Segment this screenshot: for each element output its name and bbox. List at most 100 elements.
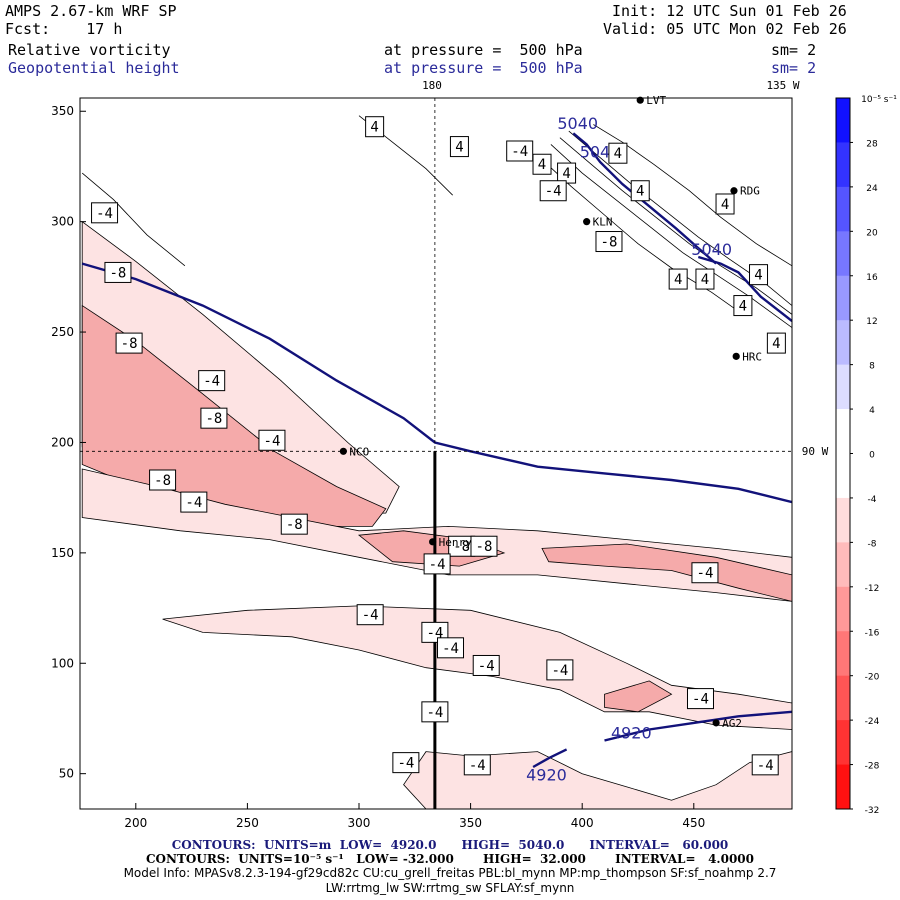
colorbar-tick-label: 0 [869,451,875,461]
height-label-4: 4920 [526,765,567,784]
colorbar-segment [836,231,850,277]
x-tick-label: 250 [236,816,259,830]
y-tick-label: 300 [51,215,74,229]
contour-label-16: -8 [104,261,132,283]
contour-label-7: 4 [630,180,650,202]
contour-label-26: -4 [423,553,451,575]
svg-text:-4: -4 [429,557,446,573]
station-nco: NCO [339,445,369,458]
vorticity-streak-0 [550,144,792,328]
colorbar-tick-label: 12 [866,317,877,327]
contour-label-11: 4 [695,268,715,290]
colorbar-tick-label: -24 [865,717,880,727]
svg-text:-4: -4 [697,566,714,582]
vorticity-region-6 [604,680,673,713]
contour-label-4: 4 [557,162,577,184]
init-time: Init: 12 UTC Sun 01 Feb 26 [612,2,847,20]
svg-text:4: 4 [370,120,378,136]
svg-text:4: 4 [538,157,546,173]
colorbar-segment [836,631,850,677]
plot-border [79,97,793,810]
colorbar-segment [836,275,850,321]
footer-height-contours: CONTOURS: UNITS=m LOW= 4920.0 HIGH= 5040… [171,838,729,852]
colorbar-segment [836,586,850,632]
svg-text:4: 4 [701,272,709,288]
contour-label-5: -4 [539,180,567,202]
station-kln: KLN [583,216,613,229]
contour-label-34: -4 [421,701,449,723]
colorbar-tick-label: -20 [865,673,880,683]
x-tick-label: 450 [682,816,705,830]
svg-text:4: 4 [739,299,747,315]
colorbar-tick-label: 28 [866,139,878,149]
svg-text:HRC: HRC [742,350,762,363]
svg-text:4: 4 [721,197,729,213]
contour-label-17: -8 [115,332,143,354]
svg-text:-4: -4 [545,184,562,200]
colorbar-segment [836,453,850,499]
y-tick-label: 350 [51,104,74,118]
forecast-hour: Fcst: 17 h [5,20,123,38]
lon-label-135w: 135 W [766,79,799,92]
svg-text:-8: -8 [286,517,303,533]
colorbar-tick-label: -32 [865,806,880,816]
colorbar-segment [836,542,850,588]
contour-label-0: 4 [365,116,385,138]
contour-label-22: -4 [180,491,208,513]
colorbar-tick-label: -8 [868,539,877,549]
vorticity-region-4 [541,543,792,602]
contour-label-2: -4 [506,140,534,162]
svg-text:-4: -4 [478,658,495,674]
colorbar-segment [836,497,850,543]
vorticity-streak-3 [537,155,744,315]
field2-level: at pressure = 500 hPa [384,59,583,77]
height-contour-1 [697,255,792,322]
contour-label-12: 4 [749,264,769,286]
colorbar-segment [836,98,850,143]
vorticity-region-7 [403,751,792,809]
contour-label-9: -8 [595,231,623,253]
colorbar-segment [836,720,850,766]
station-markers: LVT RDG KLN HRC NCO Henry AG2 [339,94,762,730]
contour-label-21: -8 [149,469,177,491]
colorbar-tick-label: -28 [865,762,880,772]
field1-smoothing: sm= 2 [771,41,817,59]
colorbar-tick-label: 16 [866,273,878,283]
svg-text:AG2: AG2 [722,717,742,730]
svg-text:-4: -4 [511,144,528,160]
footer-model-info: Model Info: MPASv8.2.3-194-gf29cd82c CU:… [123,866,777,880]
svg-text:4: 4 [754,268,762,284]
station-rdg: RDG [730,185,760,198]
contour-label-1: 4 [449,136,469,158]
svg-text:-4: -4 [264,433,281,449]
field1-name: Relative vorticity [8,41,171,59]
svg-text:-4: -4 [551,663,568,679]
x-tick-label: 200 [124,816,147,830]
height-label-3: 4920 [611,723,652,742]
svg-text:4: 4 [455,140,463,156]
svg-text:-4: -4 [203,374,220,390]
svg-text:-8: -8 [110,265,127,281]
colorbar-unit: 10⁻⁵ s⁻¹ [861,95,897,105]
contour-label-23: -8 [280,513,308,535]
contour-label-15: -4 [91,202,119,224]
y-tick-label: 150 [51,546,74,560]
contour-label-3: 4 [532,153,552,175]
svg-text:LVT: LVT [646,94,666,107]
station-ag2: AG2 [712,717,742,730]
contour-label-37: -4 [751,754,779,776]
contour-label-19: -8 [200,407,228,429]
svg-text:4: 4 [636,184,644,200]
svg-text:-4: -4 [96,206,113,222]
svg-text:-4: -4 [362,608,379,624]
colorbar-tick-label: 8 [869,362,875,372]
contour-label-20: -4 [258,429,286,451]
svg-text:RDG: RDG [740,185,760,198]
height-contour-3 [604,710,792,742]
svg-text:-4: -4 [692,692,709,708]
footer-vorticity-contours: CONTOURS: UNITS=10⁻⁵ s⁻¹ LOW= -32.000 HI… [146,852,754,866]
contour-label-28: -4 [356,604,384,626]
svg-text:-4: -4 [757,758,774,774]
height-label-2: 5040 [691,240,732,259]
